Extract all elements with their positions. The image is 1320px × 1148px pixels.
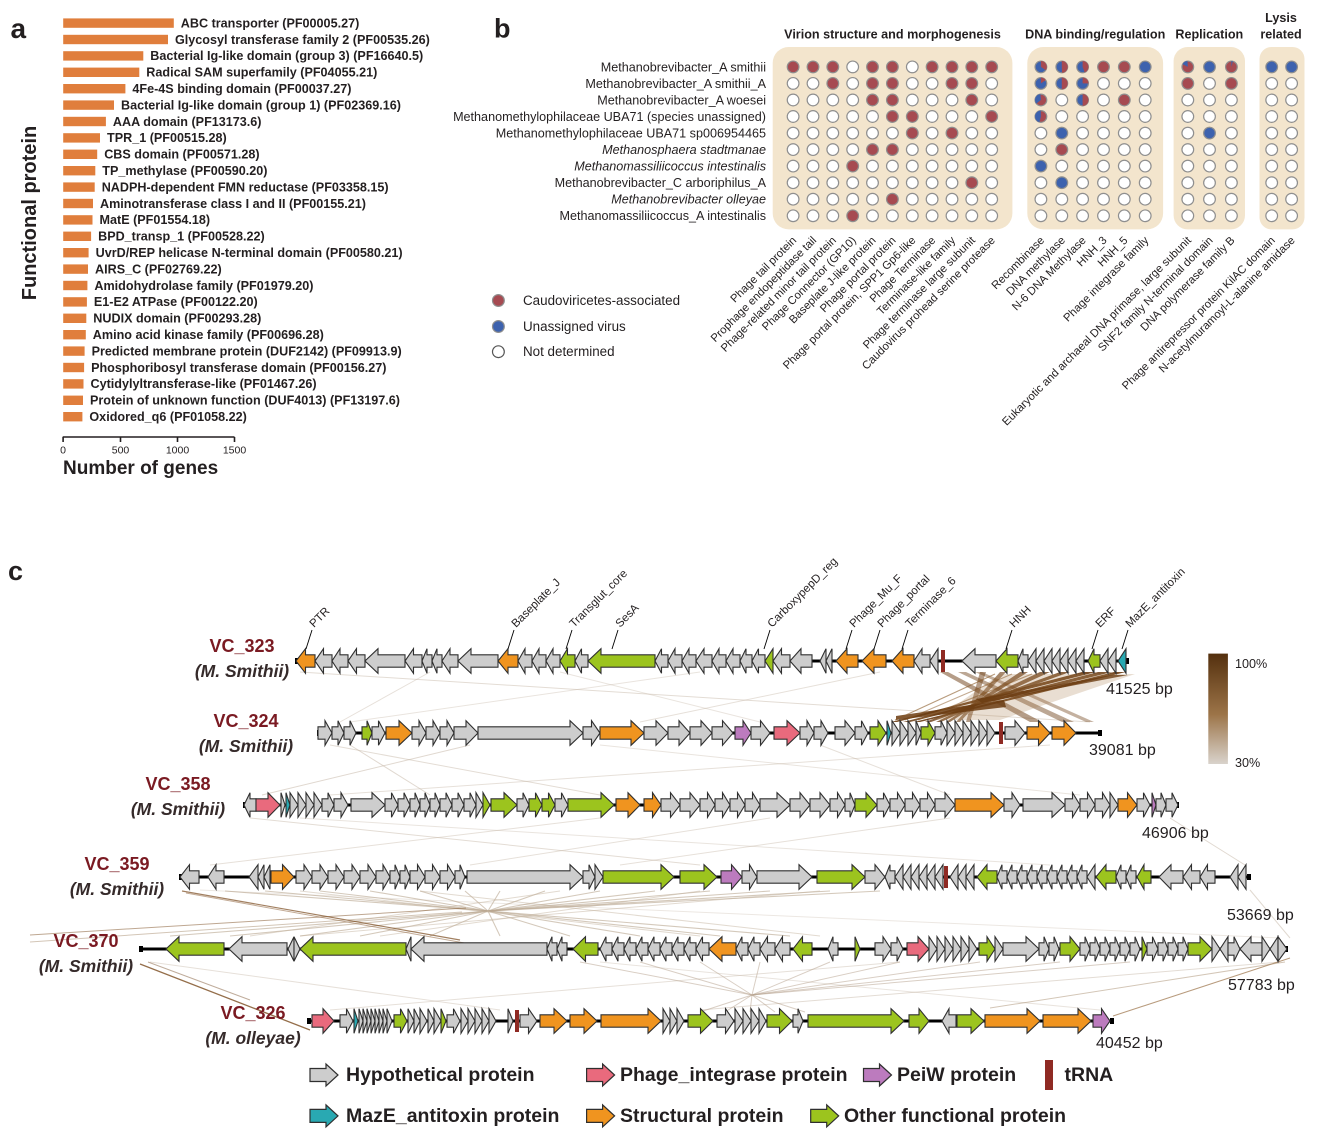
svg-text:MazE_antitoxin: MazE_antitoxin [1124, 566, 1188, 630]
svg-text:Bacterial Ig-like domain (grou: Bacterial Ig-like domain (group 3) (PF16… [150, 49, 423, 63]
svg-text:Unassigned virus: Unassigned virus [523, 319, 626, 334]
svg-text:Number of genes: Number of genes [63, 458, 218, 479]
svg-text:Virion structure and morphogen: Virion structure and morphogenesis [784, 28, 1001, 42]
svg-text:Predicted membrane protein (DU: Predicted membrane protein (DUF2142) (PF… [92, 344, 402, 358]
svg-text:tRNA: tRNA [1065, 1064, 1114, 1086]
svg-text:Replication: Replication [1175, 28, 1243, 42]
svg-text:(M. Smithii): (M. Smithii) [39, 956, 133, 976]
svg-text:0: 0 [60, 445, 66, 457]
svg-text:ABC transporter (PF00005.27): ABC transporter (PF00005.27) [181, 16, 359, 30]
svg-text:Methanobrevibacter_C arboriphi: Methanobrevibacter_C arboriphilus_A [555, 176, 767, 190]
svg-text:CBS domain (PF00571.28): CBS domain (PF00571.28) [104, 148, 259, 162]
svg-text:Baseplate_J: Baseplate_J [510, 577, 563, 630]
svg-text:PTR: PTR [308, 605, 333, 630]
svg-text:Methanomethylophilaceae UBA71: Methanomethylophilaceae UBA71 (species u… [453, 110, 766, 124]
svg-text:DNA binding/regulation: DNA binding/regulation [1025, 28, 1165, 42]
svg-text:Other functional protein: Other functional protein [844, 1105, 1066, 1127]
svg-text:CarboxypepD_reg: CarboxypepD_reg [766, 556, 840, 630]
svg-text:VC_370: VC_370 [53, 931, 118, 951]
svg-text:Amino acid kinase family (PF00: Amino acid kinase family (PF00696.28) [93, 328, 324, 342]
svg-text:39081 bp: 39081 bp [1089, 742, 1156, 759]
svg-text:4Fe-4S binding domain (PF00037: 4Fe-4S binding domain (PF00037.27) [132, 82, 351, 96]
svg-text:Bacterial Ig-like domain (grou: Bacterial Ig-like domain (group 1) (PF02… [121, 98, 401, 112]
svg-text:57783 bp: 57783 bp [1228, 977, 1295, 994]
svg-text:Oxidored_q6 (PF01058.22): Oxidored_q6 (PF01058.22) [89, 410, 247, 424]
svg-text:VC_324: VC_324 [213, 711, 278, 731]
svg-text:Phosphoribosyl transferase dom: Phosphoribosyl transferase domain (PF001… [91, 361, 386, 375]
svg-text:Structural protein: Structural protein [620, 1105, 784, 1127]
svg-text:PeiW protein: PeiW protein [897, 1064, 1016, 1086]
svg-text:VC_359: VC_359 [84, 854, 149, 874]
svg-text:E1-E2 ATPase (PF00122.20): E1-E2 ATPase (PF00122.20) [94, 295, 258, 309]
svg-text:Methanomassiliicoccus intestin: Methanomassiliicoccus intestinalis [574, 160, 766, 174]
svg-text:Glycosyl transferase family 2: Glycosyl transferase family 2 (PF00535.2… [175, 33, 430, 47]
svg-text:AAA domain (PF13173.6): AAA domain (PF13173.6) [113, 115, 262, 129]
svg-text:TPR_1 (PF00515.28): TPR_1 (PF00515.28) [107, 131, 227, 145]
svg-text:30%: 30% [1235, 756, 1260, 770]
svg-text:Methanobrevibacter_A smithii_A: Methanobrevibacter_A smithii_A [585, 77, 766, 91]
svg-text:TP_methylase (PF00590.20): TP_methylase (PF00590.20) [102, 164, 267, 178]
svg-text:Functional protein: Functional protein [19, 126, 41, 300]
svg-text:Hypothetical protein: Hypothetical protein [346, 1064, 535, 1086]
svg-text:Methanosphaera stadtmanae: Methanosphaera stadtmanae [602, 143, 766, 157]
svg-text:Lysis: Lysis [1265, 11, 1297, 25]
svg-text:Methanobrevibacter_A woesei: Methanobrevibacter_A woesei [597, 93, 766, 107]
svg-text:1500: 1500 [223, 445, 247, 457]
svg-text:NUDIX domain (PF00293.28): NUDIX domain (PF00293.28) [93, 312, 261, 326]
svg-text:Methanobrevibacter_A smithii: Methanobrevibacter_A smithii [601, 60, 766, 74]
svg-text:(M. Smithii): (M. Smithii) [199, 736, 293, 756]
svg-text:Radical SAM superfamily (PF040: Radical SAM superfamily (PF04055.21) [146, 66, 377, 80]
svg-text:Methanomassiliicoccus_A intest: Methanomassiliicoccus_A intestinalis [560, 209, 767, 223]
svg-text:c: c [8, 556, 23, 586]
svg-text:53669 bp: 53669 bp [1227, 907, 1294, 924]
svg-text:Methanobrevibacter olleyae: Methanobrevibacter olleyae [611, 193, 766, 207]
svg-text:HNH: HNH [1008, 604, 1034, 630]
svg-text:Aminotransferase class I and I: Aminotransferase class I and II (PF00155… [100, 197, 366, 211]
svg-text:Amidohydrolase family (PF01979: Amidohydrolase family (PF01979.20) [94, 279, 313, 293]
svg-text:Methanomethylophilaceae UBA71: Methanomethylophilaceae UBA71 sp00695446… [496, 127, 766, 141]
svg-text:MazE_antitoxin protein: MazE_antitoxin protein [346, 1105, 559, 1127]
svg-text:Phage_integrase protein: Phage_integrase protein [620, 1064, 848, 1086]
svg-text:(M. Smithii): (M. Smithii) [70, 879, 164, 899]
svg-text:VC_358: VC_358 [145, 774, 210, 794]
svg-text:ERF: ERF [1094, 605, 1119, 630]
svg-text:(M. olleyae): (M. olleyae) [205, 1028, 300, 1048]
svg-text:1000: 1000 [166, 445, 190, 457]
svg-text:41525 bp: 41525 bp [1106, 681, 1173, 698]
svg-text:NADPH-dependent FMN reductase: NADPH-dependent FMN reductase (PF03358.1… [102, 180, 389, 194]
svg-text:a: a [11, 13, 27, 44]
svg-text:500: 500 [112, 445, 130, 457]
svg-text:BPD_transp_1 (PF00528.22): BPD_transp_1 (PF00528.22) [98, 230, 265, 244]
svg-text:VC_326: VC_326 [220, 1003, 285, 1023]
svg-text:SesA: SesA [614, 602, 642, 630]
svg-text:Cytidylyltransferase-like (PF0: Cytidylyltransferase-like (PF01467.26) [91, 377, 317, 391]
svg-text:(M. Smithii): (M. Smithii) [195, 661, 289, 681]
svg-text:Protein of unknown function (D: Protein of unknown function (DUF4013) (P… [90, 394, 400, 408]
svg-text:MatE (PF01554.18): MatE (PF01554.18) [100, 213, 211, 227]
svg-text:(M. Smithii): (M. Smithii) [131, 799, 225, 819]
svg-text:Terminase_6: Terminase_6 [904, 575, 959, 630]
svg-text:40452 bp: 40452 bp [1096, 1035, 1163, 1052]
svg-text:b: b [494, 14, 511, 44]
svg-text:AIRS_C (PF02769.22): AIRS_C (PF02769.22) [95, 262, 222, 276]
svg-text:VC_323: VC_323 [209, 636, 274, 656]
svg-text:related: related [1260, 28, 1301, 42]
svg-text:46906 bp: 46906 bp [1142, 825, 1209, 842]
svg-text:100%: 100% [1235, 657, 1267, 671]
svg-text:UvrD/REP helicase N-terminal d: UvrD/REP helicase N-terminal domain (PF0… [96, 246, 403, 260]
svg-text:Not determined: Not determined [523, 344, 615, 359]
svg-text:Caudoviricetes-associated: Caudoviricetes-associated [523, 293, 680, 308]
